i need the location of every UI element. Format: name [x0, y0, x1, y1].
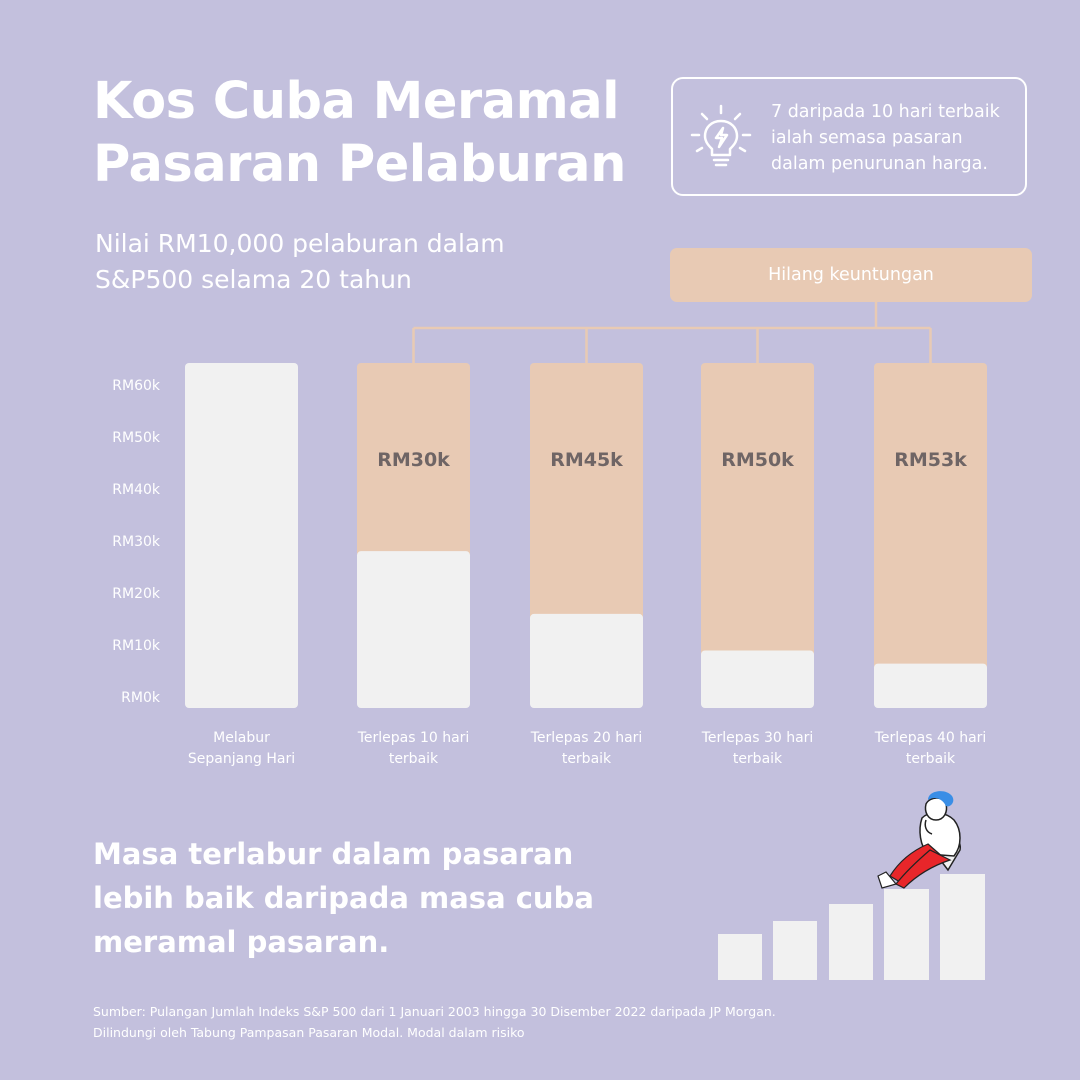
bar-data-label: RM53k [894, 449, 967, 471]
title-line-1: Kos Cuba Meramal [93, 72, 620, 131]
tagline: Masa terlabur dalam pasaran lebih baik d… [93, 832, 613, 964]
bar-value-segment [185, 363, 298, 708]
source-note: Sumber: Pulangan Jumlah Indeks S&P 500 d… [93, 1001, 993, 1043]
subtitle-line-2: S&P500 selama 20 tahun [95, 265, 412, 294]
lost-gains-label: Hilang keuntungan [670, 248, 1032, 302]
y-tick-label: RM0k [121, 690, 161, 706]
lightbulb-icon [690, 104, 752, 167]
bar-data-label: RM30k [377, 449, 450, 471]
x-tick-label: Melabur [213, 730, 270, 746]
y-tick-label: RM60k [112, 378, 161, 394]
bar-value-segment [874, 663, 987, 708]
x-tick-label: terbaik [562, 751, 612, 767]
lost-gains-connector [412, 302, 932, 363]
source-line-1: Sumber: Pulangan Jumlah Indeks S&P 500 d… [93, 1004, 776, 1019]
bar-value-segment [701, 650, 814, 708]
x-tick-label: Terlepas 30 hari [701, 730, 814, 746]
bars: RM30k RM45k RM50k RM53k [185, 363, 987, 708]
tip-line-2: ialah semasa pasaran [771, 128, 963, 148]
lost-gains-text: Hilang keuntungan [768, 265, 934, 285]
y-tick-label: RM20k [112, 586, 161, 602]
tagline-line-2: lebih baik daripada masa cuba [93, 881, 594, 915]
tagline-line-1: Masa terlabur dalam pasaran [93, 837, 574, 871]
subtitle-line-1: Nilai RM10,000 pelaburan dalam [95, 229, 505, 258]
tagline-line-3: meramal pasaran. [93, 925, 390, 959]
y-axis: RM0k RM10k RM20k RM30k RM40k RM50k RM60k [112, 378, 161, 706]
tip-line-3: dalam penurunan harga. [771, 154, 988, 174]
x-tick-label: Terlepas 10 hari [357, 730, 470, 746]
bar-lost-segment [357, 363, 470, 560]
x-tick-label: Sepanjang Hari [188, 751, 295, 767]
bar-data-label: RM50k [721, 449, 794, 471]
y-tick-label: RM10k [112, 638, 161, 654]
person-on-steps-illustration [718, 791, 985, 980]
x-tick-label: Terlepas 40 hari [874, 730, 987, 746]
x-tick-label: terbaik [906, 751, 956, 767]
bar-value-segment [357, 551, 470, 708]
bar-data-label: RM45k [550, 449, 623, 471]
x-axis: Melabur Sepanjang Hari Terlepas 10 hari ter… [188, 730, 986, 767]
bar-lost-segment [701, 363, 814, 659]
y-tick-label: RM50k [112, 430, 161, 446]
x-tick-label: Terlepas 20 hari [530, 730, 643, 746]
y-tick-label: RM40k [112, 482, 161, 498]
x-tick-label: terbaik [389, 751, 439, 767]
bar-lost-segment [530, 363, 643, 622]
tip-line-1: 7 daripada 10 hari terbaik [771, 102, 1000, 122]
bar-lost-segment [874, 363, 987, 672]
source-line-2: Dilindungi oleh Tabung Pampasan Pasaran … [93, 1025, 525, 1040]
x-tick-label: terbaik [733, 751, 783, 767]
bar-value-segment [530, 613, 643, 708]
subtitle: Nilai RM10,000 pelaburan dalam S&P500 se… [95, 226, 555, 298]
tip-box: 7 daripada 10 hari terbaik ialah semasa … [671, 77, 1027, 196]
tip-text: 7 daripada 10 hari terbaik ialah semasa … [771, 99, 1016, 177]
title-line-2: Pasaran Pelaburan [93, 135, 626, 194]
y-tick-label: RM30k [112, 534, 161, 550]
page-title: Kos Cuba Meramal Pasaran Pelaburan [93, 70, 653, 196]
